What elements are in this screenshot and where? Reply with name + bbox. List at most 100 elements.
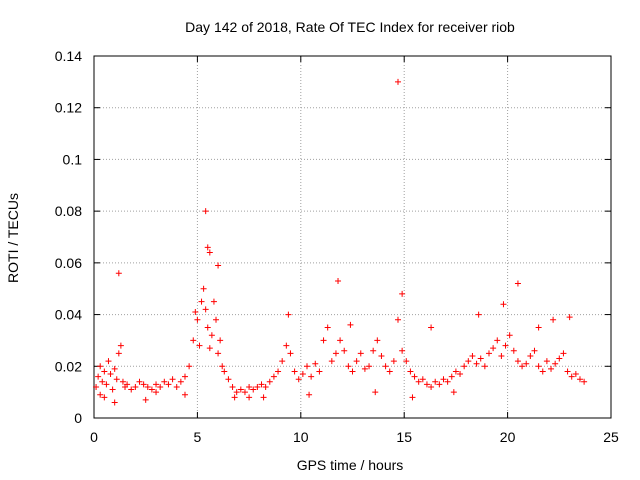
data-point — [219, 363, 226, 370]
y-tick-label: 0.04 — [55, 307, 82, 323]
data-point — [502, 342, 509, 349]
data-point — [475, 311, 482, 318]
data-point — [215, 350, 222, 357]
data-point — [275, 368, 282, 375]
data-point — [157, 383, 164, 390]
chart-title: Day 142 of 2018, Rate Of TEC Index for r… — [185, 19, 515, 35]
data-point — [341, 347, 348, 354]
data-point — [531, 347, 538, 354]
y-tick-label: 0.1 — [63, 151, 83, 167]
data-point — [386, 368, 393, 375]
data-point — [161, 378, 168, 385]
data-point — [113, 376, 120, 383]
data-point — [229, 383, 236, 390]
data-point — [372, 389, 379, 396]
data-point — [568, 373, 575, 380]
data-point — [394, 78, 401, 85]
data-point — [361, 365, 368, 372]
data-point — [99, 378, 106, 385]
data-point — [119, 378, 126, 385]
data-point — [572, 371, 579, 378]
data-point — [210, 298, 217, 305]
data-point — [452, 368, 459, 375]
data-point — [519, 363, 526, 370]
data-point — [200, 285, 207, 292]
data-point — [469, 352, 476, 359]
data-point — [115, 350, 122, 357]
data-point — [270, 373, 277, 380]
data-point — [283, 342, 290, 349]
x-tick-label: 5 — [194, 429, 202, 445]
y-tick-label: 0.14 — [55, 48, 82, 64]
data-point — [399, 290, 406, 297]
data-point — [399, 347, 406, 354]
x-tick-label: 15 — [396, 429, 412, 445]
data-point — [308, 373, 315, 380]
data-point — [237, 386, 244, 393]
data-point — [250, 386, 257, 393]
data-point — [353, 358, 360, 365]
data-point — [335, 277, 342, 284]
x-tick-label: 20 — [500, 429, 516, 445]
data-point — [258, 381, 265, 388]
data-point — [295, 376, 302, 383]
data-point — [109, 386, 116, 393]
data-point — [279, 358, 286, 365]
axis-ticks: 0 5 10 15 20 25 0 0.02 0.04 0.06 0.08 0.1 0.12 0.14 — [55, 48, 619, 445]
data-point — [225, 376, 232, 383]
data-point — [415, 378, 422, 385]
data-point — [428, 383, 435, 390]
data-point — [206, 345, 213, 352]
data-point — [423, 381, 430, 388]
data-point — [347, 321, 354, 328]
data-point — [465, 358, 472, 365]
data-point — [523, 360, 530, 367]
data-point — [132, 383, 139, 390]
data-point — [527, 352, 534, 359]
data-point — [394, 316, 401, 323]
data-point — [312, 360, 319, 367]
data-point — [550, 316, 557, 323]
data-point — [485, 350, 492, 357]
data-point — [190, 337, 197, 344]
data-point — [403, 358, 410, 365]
data-point — [448, 373, 455, 380]
data-point — [202, 208, 209, 215]
data-point — [217, 337, 224, 344]
y-tick-label: 0 — [74, 410, 82, 426]
data-point — [101, 394, 108, 401]
data-point — [560, 350, 567, 357]
data-point — [198, 298, 205, 305]
data-point — [177, 378, 184, 385]
data-point — [206, 249, 213, 256]
data-point — [390, 358, 397, 365]
data-point — [444, 378, 451, 385]
data-point — [552, 360, 559, 367]
data-point — [254, 383, 261, 390]
data-point — [221, 368, 228, 375]
data-point — [419, 376, 426, 383]
x-tick-label: 25 — [603, 429, 619, 445]
data-point — [409, 394, 416, 401]
data-point — [233, 389, 240, 396]
data-point — [136, 378, 143, 385]
grid — [94, 56, 611, 418]
data-point — [117, 342, 124, 349]
y-tick-label: 0.12 — [55, 100, 82, 116]
data-point — [246, 394, 253, 401]
data-point — [124, 381, 131, 388]
data-point — [181, 391, 188, 398]
data-point — [241, 389, 248, 396]
data-point — [450, 389, 457, 396]
data-point — [566, 314, 573, 321]
data-point — [306, 391, 313, 398]
x-axis-label: GPS time / hours — [297, 457, 404, 473]
data-point — [506, 332, 513, 339]
data-point — [564, 368, 571, 375]
y-tick-label: 0.06 — [55, 255, 82, 271]
data-point — [461, 363, 468, 370]
data-point — [140, 381, 147, 388]
data-point — [490, 345, 497, 352]
data-point — [262, 383, 269, 390]
data-point — [196, 342, 203, 349]
